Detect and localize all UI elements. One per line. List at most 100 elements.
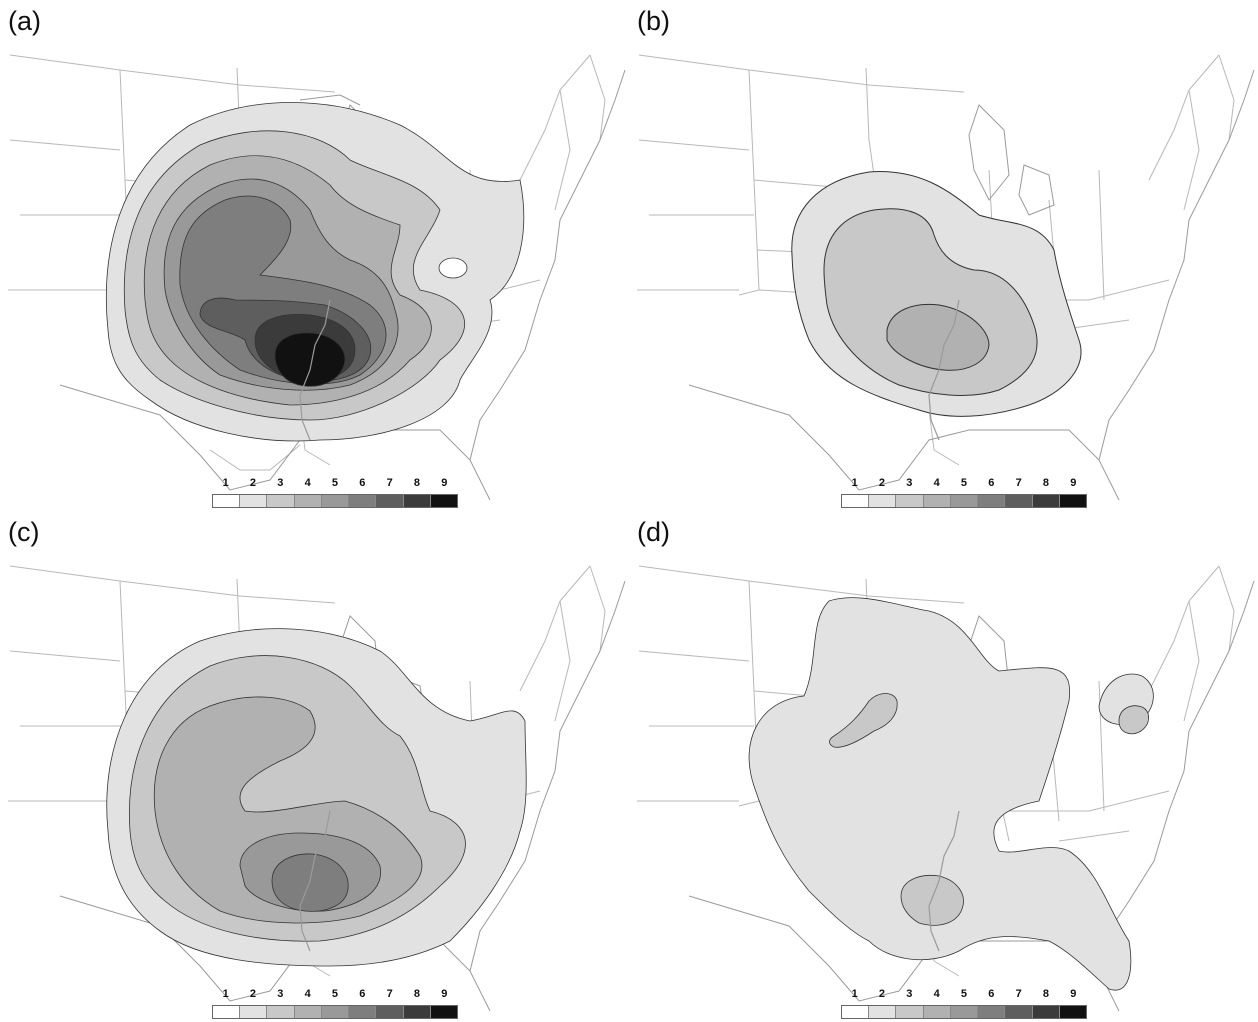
mississippi-river xyxy=(928,810,960,952)
coastline xyxy=(688,69,1255,501)
legend-swatch xyxy=(294,495,322,507)
legend-level-label: 5 xyxy=(331,477,339,489)
legend-swatch xyxy=(376,1006,404,1018)
legend-level-label: 4 xyxy=(933,988,940,1000)
panel-label-d: (d) xyxy=(637,517,670,547)
legend-swatch xyxy=(267,495,295,507)
legend-swatch xyxy=(923,495,951,507)
legend-b: 1 2 3 4 5 6 7 8 9 xyxy=(841,477,1087,511)
legend-level-label: 3 xyxy=(277,988,284,1000)
map-panel-b: (b) 1 2 3 4 5 6 7 8 9 xyxy=(629,0,1258,511)
legend-swatch xyxy=(869,1006,897,1018)
legend-bar xyxy=(841,1005,1087,1019)
legend-level-label: 8 xyxy=(1042,477,1050,489)
legend-level-label: 2 xyxy=(878,988,886,1000)
panel-label-c: (c) xyxy=(8,517,40,547)
contour-fills-c xyxy=(106,628,527,967)
legend-level-label: 2 xyxy=(249,477,257,489)
legend-level-label: 7 xyxy=(386,988,393,1000)
legend-level-label: 8 xyxy=(1042,988,1050,1000)
contour-fills-b xyxy=(791,171,1082,417)
legend-swatch xyxy=(978,1006,1006,1018)
legend-swatch xyxy=(950,1006,979,1018)
legend-bar xyxy=(841,494,1087,508)
legend-level-label: 8 xyxy=(413,988,421,1000)
legend-swatch xyxy=(294,1006,322,1018)
panel-label-b: (b) xyxy=(637,6,670,36)
legend-level-label: 6 xyxy=(359,477,366,489)
legend-bar xyxy=(212,494,458,508)
contour-level-4 xyxy=(886,303,990,371)
legend-level-label: 1 xyxy=(222,988,229,1000)
legend-swatch xyxy=(240,495,268,507)
legend-swatch xyxy=(1032,1006,1060,1018)
legend-level-label: 9 xyxy=(1070,988,1077,1000)
legend-swatch xyxy=(950,495,979,507)
legend-level-label: 9 xyxy=(1070,477,1077,489)
legend-swatch xyxy=(376,495,404,507)
legend-swatch xyxy=(842,495,870,507)
map-b-svg xyxy=(637,54,1255,501)
legend-swatch xyxy=(213,1006,241,1018)
legend-swatch xyxy=(430,1006,457,1018)
legend-level-label: 5 xyxy=(960,988,968,1000)
legend-level-label: 3 xyxy=(906,988,913,1000)
legend-swatch xyxy=(978,495,1006,507)
legend-level-label: 7 xyxy=(1015,477,1022,489)
contour-level-3-north xyxy=(829,693,898,748)
map-d-svg xyxy=(637,565,1255,1012)
state-boundaries xyxy=(637,54,1235,466)
mississippi-river xyxy=(299,299,331,441)
contour-hole xyxy=(438,257,468,279)
panel-label-a: (a) xyxy=(8,6,41,36)
legend-swatch xyxy=(403,1006,431,1018)
legend-level-label: 3 xyxy=(277,477,284,489)
legend-level-label: 2 xyxy=(249,988,257,1000)
legend-level-label: 3 xyxy=(906,477,913,489)
legend-swatch xyxy=(321,1006,350,1018)
legend-level-label: 7 xyxy=(1015,988,1022,1000)
legend-swatch xyxy=(240,1006,268,1018)
legend-swatch xyxy=(349,495,377,507)
legend-level-label: 5 xyxy=(960,477,968,489)
legend-swatch xyxy=(349,1006,377,1018)
legend-numbers: 1 2 3 4 5 6 7 8 9 xyxy=(841,477,1087,493)
legend-level-label: 8 xyxy=(413,477,421,489)
legend-level-label: 6 xyxy=(359,988,366,1000)
legend-swatch xyxy=(267,1006,295,1018)
contour-level-6 xyxy=(271,853,349,912)
contour-fills-a xyxy=(105,102,525,442)
mississippi-river xyxy=(928,299,960,441)
legend-level-label: 4 xyxy=(304,988,311,1000)
legend-swatch xyxy=(430,495,457,507)
legend-level-label: 7 xyxy=(386,477,393,489)
legend-swatch xyxy=(1059,495,1086,507)
legend-level-label: 4 xyxy=(933,477,940,489)
contour-level-3-east xyxy=(1118,705,1150,735)
legend-level-label: 6 xyxy=(988,988,995,1000)
legend-level-label: 9 xyxy=(441,988,448,1000)
legend-swatch xyxy=(842,1006,870,1018)
legend-level-label: 6 xyxy=(988,477,995,489)
map-panel-a: (a) 1 2 3 4 5 6 7 8 9 xyxy=(0,0,629,511)
legend-swatch xyxy=(896,1006,924,1018)
legend-swatch xyxy=(869,495,897,507)
mississippi-river xyxy=(299,810,331,952)
legend-numbers: 1 2 3 4 5 6 7 8 9 xyxy=(212,988,458,1004)
legend-numbers: 1 2 3 4 5 6 7 8 9 xyxy=(841,988,1087,1004)
legend-level-label: 9 xyxy=(441,477,448,489)
legend-level-label: 5 xyxy=(331,988,339,1000)
legend-bar xyxy=(212,1005,458,1019)
map-a-svg xyxy=(8,54,626,501)
contour-level-3-south xyxy=(900,874,964,926)
contour-fills-d xyxy=(748,597,1154,991)
legend-level-label: 1 xyxy=(851,477,858,489)
legend-c: 1 2 3 4 5 6 7 8 9 xyxy=(212,988,458,1022)
legend-swatch xyxy=(213,495,241,507)
map-c-svg xyxy=(8,565,626,1012)
legend-numbers: 1 2 3 4 5 6 7 8 9 xyxy=(212,477,458,493)
map-panel-d: (d) 1 2 3 4 5 6 7 8 9 xyxy=(629,511,1258,1022)
map-panel-c: (c) 1 2 3 4 5 6 7 8 9 xyxy=(0,511,629,1022)
legend-level-label: 4 xyxy=(304,477,311,489)
legend-level-label: 1 xyxy=(851,988,858,1000)
